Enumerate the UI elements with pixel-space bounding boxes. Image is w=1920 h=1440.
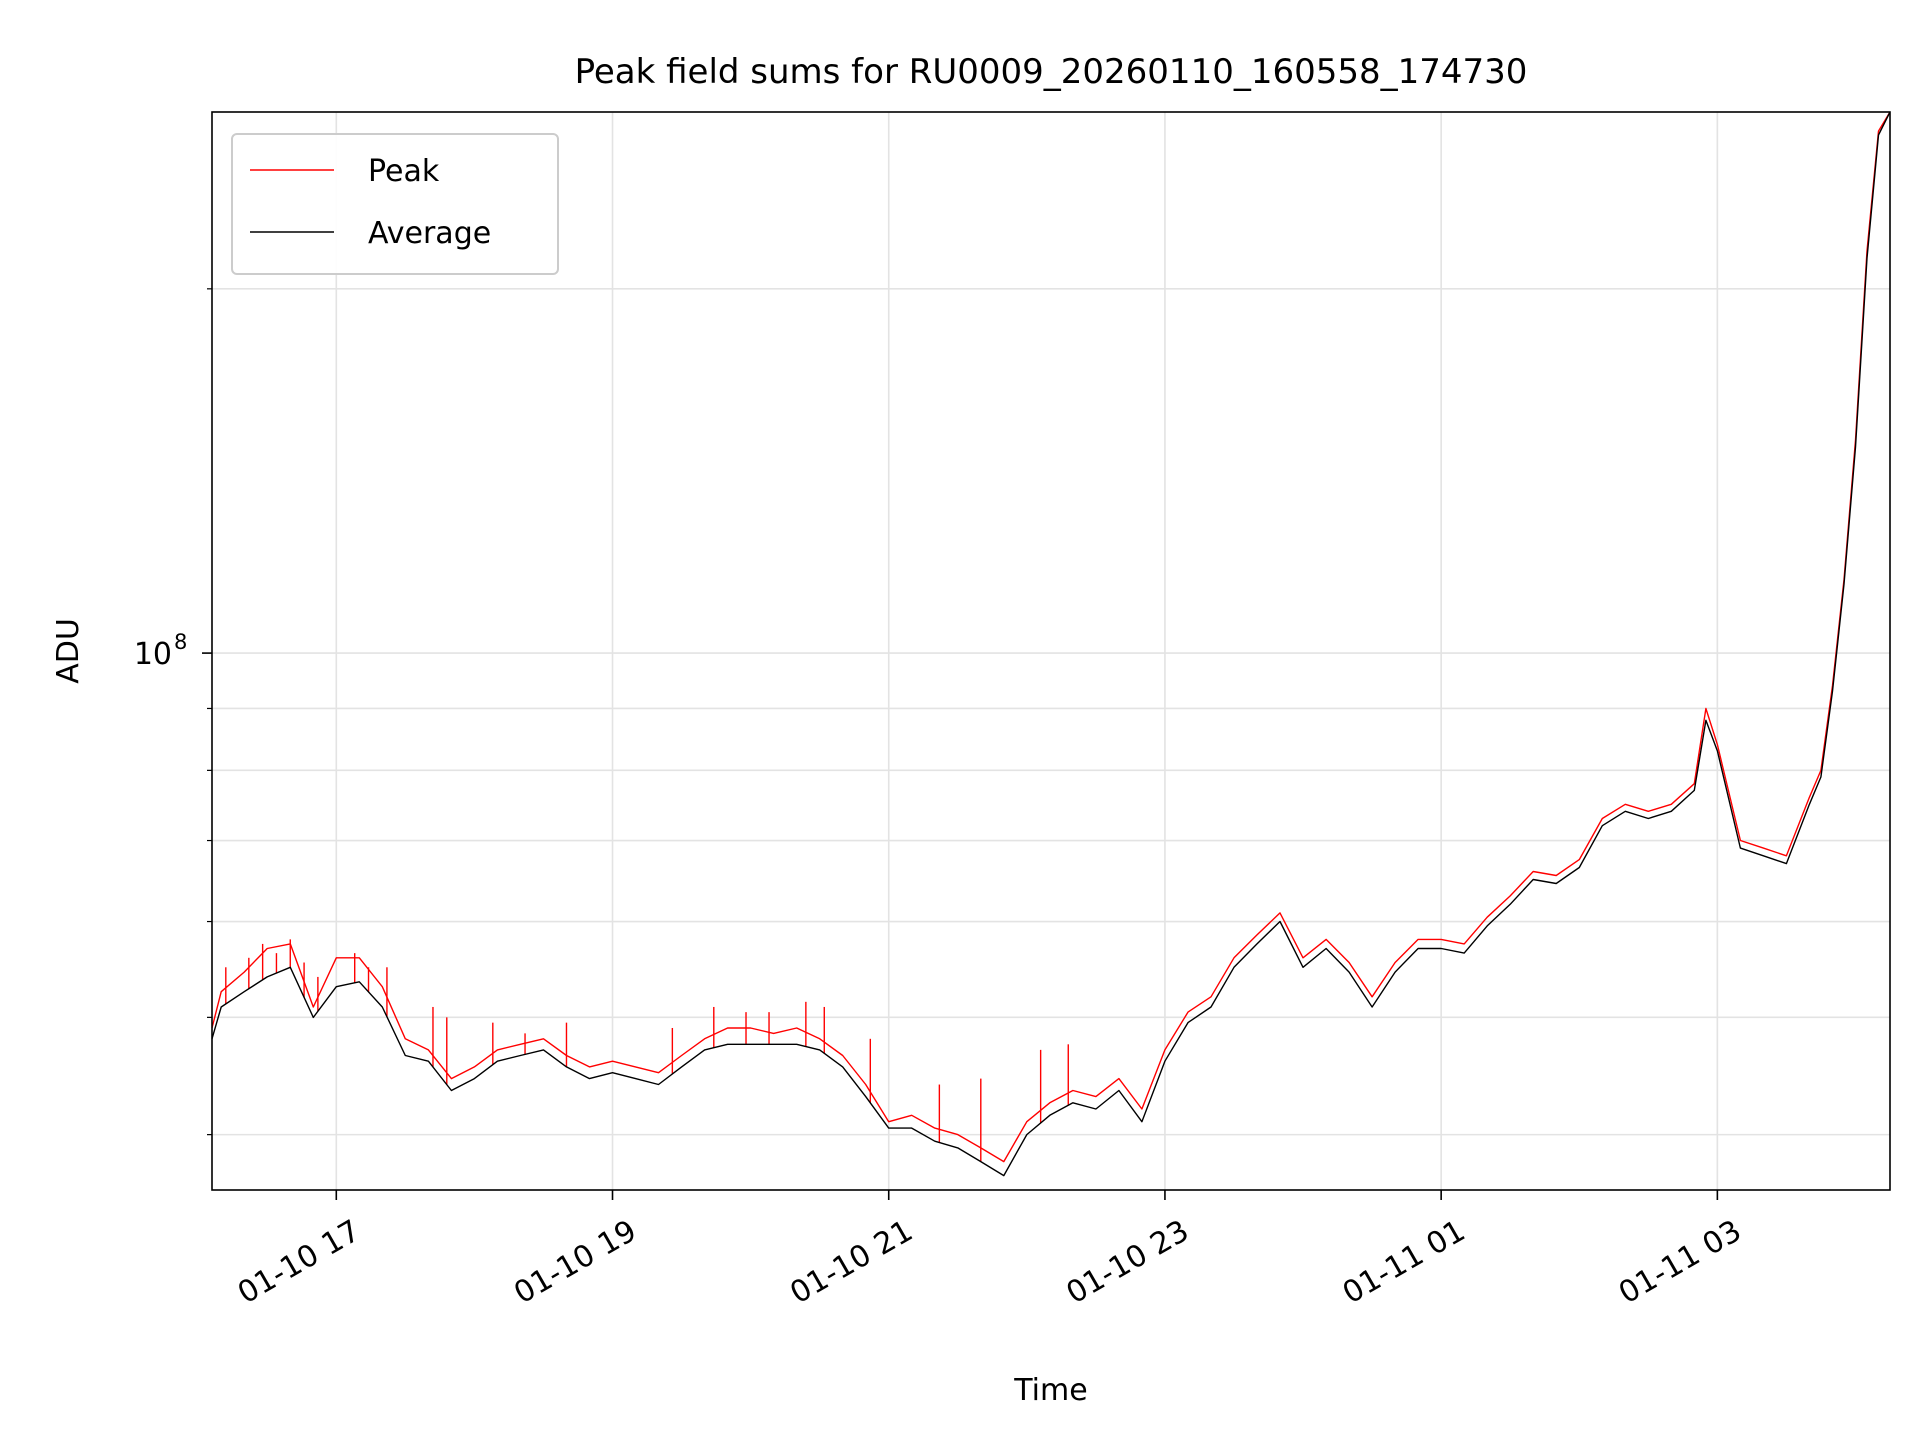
series-layer — [211, 111, 1891, 1177]
series-line-average — [211, 111, 1891, 1177]
legend-label-average: Average — [368, 216, 491, 251]
y-axis-label: ADU — [51, 618, 86, 684]
y-tick-label: 10 — [134, 637, 172, 672]
legend-label-peak: Peak — [368, 154, 440, 189]
x-axis-label: Time — [1013, 1373, 1087, 1408]
chart-title: Peak field sums for RU0009_20260110_1605… — [575, 52, 1528, 92]
y-tick-label-exponent: 8 — [174, 630, 187, 654]
plot-frame — [211, 111, 1891, 1191]
legend-box — [231, 133, 559, 275]
series-line-peak — [211, 111, 1891, 1163]
grid — [212, 112, 1890, 1190]
legend: Peak Average — [231, 133, 559, 275]
